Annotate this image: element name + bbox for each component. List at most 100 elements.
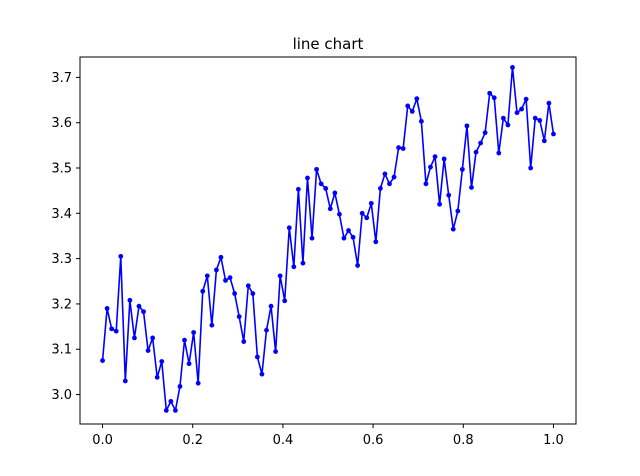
data-point [473,149,479,155]
data-point [136,303,142,309]
data-point [268,303,274,309]
data-point [132,335,137,341]
y-tick-label: 3.5 [51,162,72,177]
data-point [391,174,397,180]
data-point [318,181,324,187]
data-point [150,335,156,341]
data-point [127,297,133,303]
data-point [523,96,529,102]
x-tick-label: 0.0 [92,433,113,448]
data-point [464,123,470,129]
data-point [510,65,515,70]
x-axis: 0.0 0.2 0.4 0.6 0.8 1.0 [92,424,564,448]
data-point [400,146,406,151]
data-point [204,273,210,279]
data-point [145,348,151,353]
data-point [496,150,502,156]
plot-area [100,65,556,413]
y-tick-label: 3.3 [51,252,72,267]
data-point [291,264,297,270]
data-point [350,234,356,240]
data-point [373,239,379,245]
x-tick-label: 0.8 [453,433,474,448]
data-point [541,138,547,144]
data-point [109,326,115,332]
data-point [341,235,347,241]
y-tick-label: 3.2 [51,297,72,312]
data-point [478,140,483,146]
data-point [182,337,187,343]
data-point [254,354,260,360]
data-point [227,275,233,281]
data-point [191,330,197,335]
axes-frame [79,56,577,425]
data-point [259,371,265,377]
data-point [418,118,424,124]
data-point [382,171,388,177]
data-point [423,181,429,187]
data-point [441,156,447,162]
data-point [337,211,342,217]
data-point [446,192,452,198]
data-point [122,378,128,384]
data-point [332,190,338,196]
y-tick-label: 3.6 [51,116,72,131]
data-point [236,314,242,320]
data-point [455,208,461,214]
data-point [173,408,178,413]
data-point [264,327,269,333]
data-point [532,115,538,121]
data-point [159,359,165,364]
data-point [250,291,256,296]
data-point [519,106,524,112]
data-point [487,90,493,96]
data-point [459,166,465,172]
data-point [500,115,506,121]
data-point [514,110,520,116]
data-point [323,186,329,191]
y-tick-label: 3.4 [51,207,72,222]
data-point [218,254,224,260]
data-point [168,398,174,404]
data-point [450,226,456,232]
data-point [118,253,124,259]
data-point [551,131,556,137]
data-point [364,215,370,221]
x-tick-label: 0.2 [182,433,203,448]
x-tick-label: 0.6 [363,433,384,448]
data-point [505,122,511,128]
y-tick-label: 3.1 [51,343,72,358]
data-point [177,383,183,389]
data-point [282,298,288,304]
data-point [387,181,392,187]
y-tick-label: 3.0 [51,388,72,403]
data-point [245,283,251,289]
y-tick-label: 3.7 [51,71,72,86]
data-point [327,206,333,212]
data-point [241,339,247,344]
x-tick-label: 1.0 [543,433,564,448]
series-line [101,66,555,412]
data-point [186,361,192,367]
data-point [273,349,278,354]
data-point [295,186,301,192]
data-point [195,380,201,386]
data-point [428,164,433,170]
data-point [223,277,228,283]
data-point [346,228,351,233]
data-point [437,201,442,207]
data-point [432,154,438,160]
data-point [100,358,105,363]
x-tick-label: 0.4 [273,433,294,448]
chart-title: line chart [293,35,364,53]
data-point [305,175,310,181]
data-point [405,103,411,109]
data-point [368,200,374,206]
data-point [314,166,319,172]
data-point [469,185,474,190]
data-point [378,186,383,191]
data-point [414,96,420,102]
data-point [546,100,552,106]
